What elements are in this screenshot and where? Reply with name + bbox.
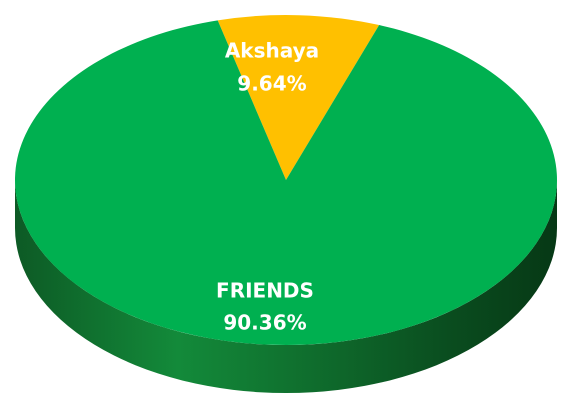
slice-value: 9.64%: [237, 72, 306, 96]
slice-name: Akshaya: [225, 39, 319, 63]
pie-side: [15, 180, 557, 393]
slice-value: 90.36%: [223, 311, 306, 335]
pie-slice: [14, 20, 558, 346]
slice-name: FRIENDS: [216, 279, 314, 303]
pie-slice: [217, 15, 380, 181]
